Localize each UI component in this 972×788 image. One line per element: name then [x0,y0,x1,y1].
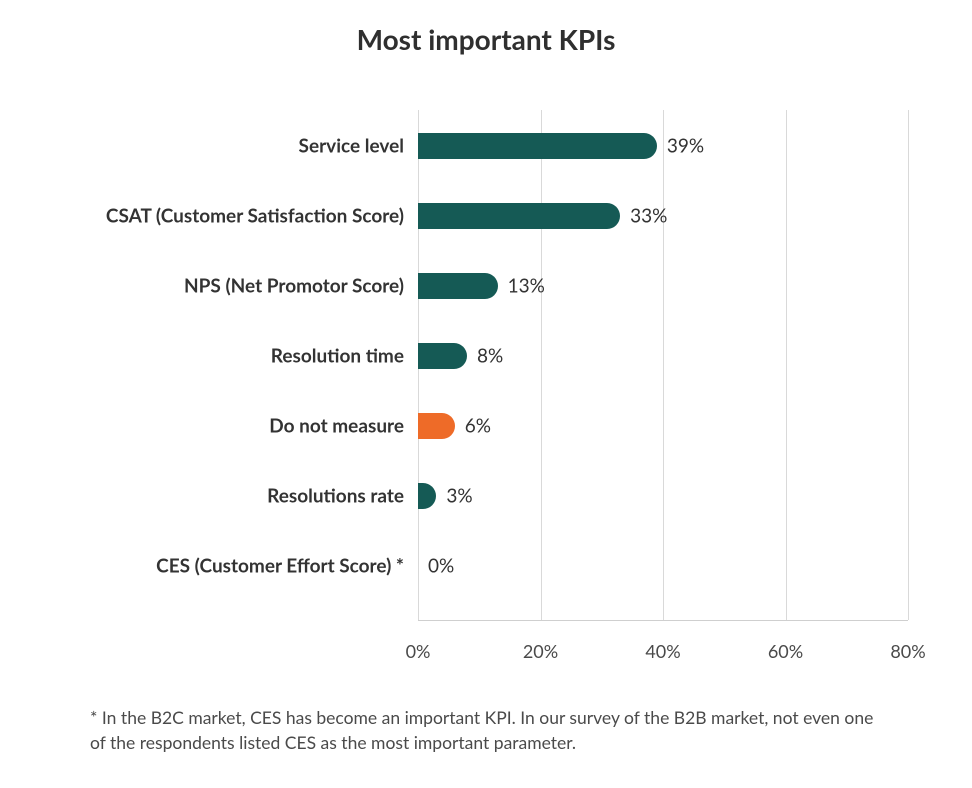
bar-label: Do not measure [269,415,418,438]
bar [418,203,620,229]
bar-row: Service level39% [418,133,908,159]
bar-row: CSAT (Customer Satisfaction Score)33% [418,203,908,229]
bar [418,343,467,369]
bar-value-label: 39% [667,135,704,158]
x-tick-label: 0% [406,640,431,662]
bar-value-label: 13% [508,275,545,298]
bar-label: Service level [299,135,418,158]
x-tick-label: 80% [890,640,925,662]
kpi-bar-chart: 0%20%40%60%80%Service level39%CSAT (Cust… [418,110,908,620]
bar-row: Resolutions rate3% [418,483,908,509]
x-tick-label: 60% [768,640,803,662]
bar [418,483,436,509]
chart-title: Most important KPIs [0,22,972,56]
x-tick-label: 20% [523,640,558,662]
bar-label: Resolution time [271,345,418,368]
bar [418,413,455,439]
bar-row: NPS (Net Promotor Score)13% [418,273,908,299]
gridline [908,110,909,620]
bar-row: Do not measure6% [418,413,908,439]
bar [418,133,657,159]
bar-value-label: 8% [477,345,503,368]
bar-label: CSAT (Customer Satisfaction Score) [106,205,418,228]
bar [418,273,498,299]
bar-row: CES (Customer Effort Score) *0% [418,553,908,579]
x-tick-label: 40% [645,640,680,662]
bar-value-label: 0% [428,555,454,578]
bar-label: NPS (Net Promotor Score) [184,275,418,298]
plot-area: 0%20%40%60%80%Service level39%CSAT (Cust… [418,110,908,620]
bar-label: CES (Customer Effort Score) * [156,555,418,578]
bar-row: Resolution time8% [418,343,908,369]
bar-value-label: 3% [446,485,472,508]
footnote: * In the B2C market, CES has become an i… [90,706,890,755]
page: Most important KPIs 0% 20% 40% 60% 80% Servic… [0,0,972,788]
baseline [418,620,908,621]
bar-value-label: 6% [465,415,491,438]
bar-label: Resolutions rate [267,485,418,508]
bar-value-label: 33% [630,205,667,228]
